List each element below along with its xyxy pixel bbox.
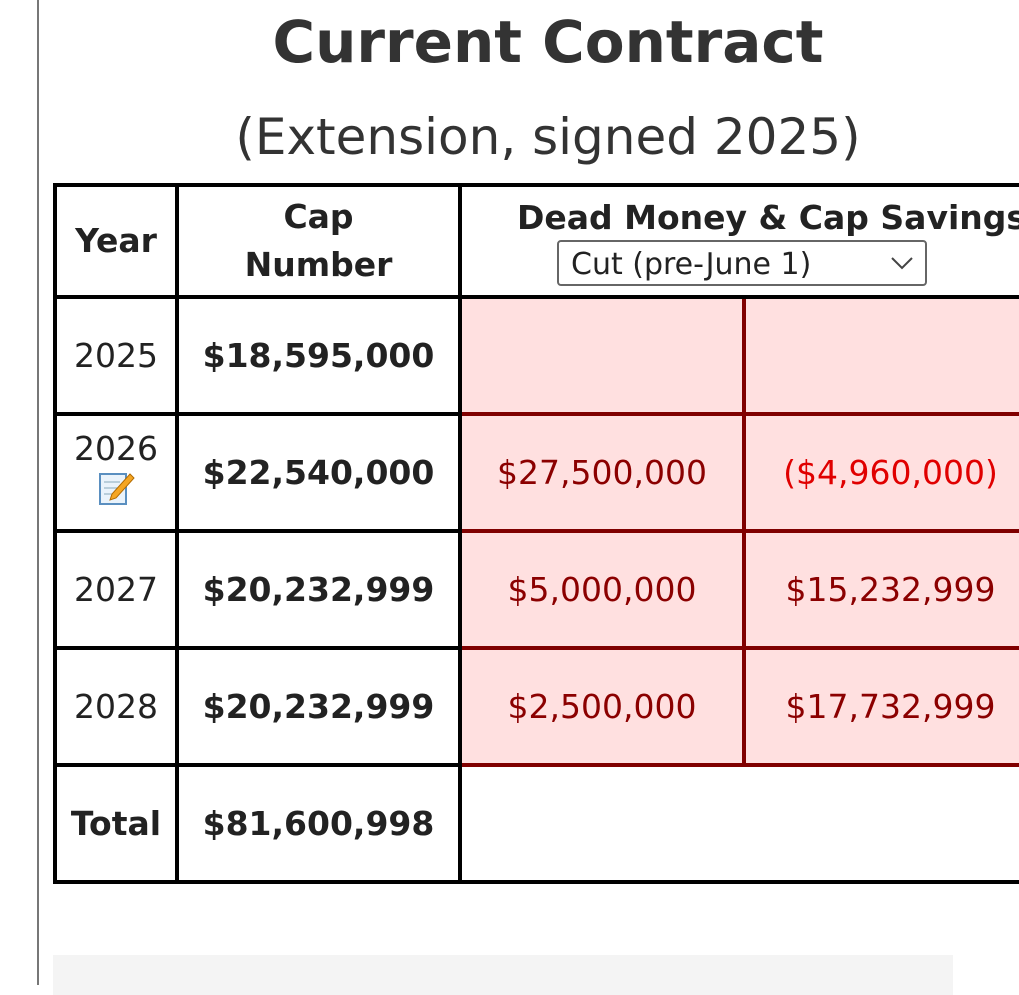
icon-wrap bbox=[57, 468, 175, 516]
note-icon bbox=[99, 473, 135, 505]
cap-number: $20,232,999 bbox=[175, 529, 462, 650]
cap-number: $18,595,000 bbox=[175, 295, 462, 416]
dropdown-arrow bbox=[891, 257, 913, 270]
header-cell: Year bbox=[53, 183, 179, 299]
year-cell: 2025 bbox=[53, 295, 179, 416]
cap-number: $20,232,999 bbox=[175, 646, 462, 767]
table-row: 2028 $20,232,999 $2,500,000 $17,732,999 bbox=[53, 646, 1019, 767]
dead-money bbox=[458, 295, 746, 416]
cap-savings: ($4,960,000) bbox=[742, 412, 1019, 533]
dropdown-label: Cut (pre-June 1) bbox=[571, 247, 812, 282]
left-rule bbox=[37, 0, 39, 985]
dead-money: $2,500,000 bbox=[458, 646, 746, 767]
header-text: Dead Money & Cap Savings bbox=[517, 198, 1019, 237]
dropdown[interactable]: Cut (pre-June 1) bbox=[557, 240, 927, 286]
year-cell: 2027 bbox=[53, 529, 179, 650]
cap-savings: $17,732,999 bbox=[742, 646, 1019, 767]
year-cell: 2028 bbox=[53, 646, 179, 767]
empty-cell bbox=[458, 763, 1019, 884]
year-cell: 2026 bbox=[53, 412, 179, 533]
header-cell: Dead Money & Cap Savings Cut (pre-June 1… bbox=[458, 183, 1019, 299]
table-row: 2025 $18,595,000 bbox=[53, 295, 1019, 416]
table-row: 2027 $20,232,999 $5,000,000 $15,232,999 bbox=[53, 529, 1019, 650]
total-cap: $81,600,998 bbox=[175, 763, 462, 884]
year: 2028 bbox=[74, 687, 158, 726]
total-label: Total bbox=[53, 763, 179, 884]
table-row: 2026 $22,540,000 $27,500,000 ($4,960,000) bbox=[53, 412, 1019, 533]
cap-savings: $15,232,999 bbox=[742, 529, 1019, 650]
dead-money: $5,000,000 bbox=[458, 529, 746, 650]
year: 2026 bbox=[74, 429, 158, 468]
cap-savings bbox=[742, 295, 1019, 416]
dead-money: $27,500,000 bbox=[458, 412, 746, 533]
contract-table: Year Cap Number Dead Money & Cap Savings… bbox=[53, 183, 1019, 884]
year: 2025 bbox=[74, 336, 158, 375]
year: 2027 bbox=[74, 570, 158, 609]
header-text: Cap Number bbox=[244, 197, 393, 284]
subtitle: (Extension, signed 2025) bbox=[235, 108, 861, 166]
total-row: Total $81,600,998 bbox=[53, 763, 1019, 884]
ad-banner[interactable] bbox=[53, 955, 953, 995]
header-row: Year Cap Number Dead Money & Cap Savings… bbox=[53, 183, 1019, 299]
title: Current Contract bbox=[272, 8, 824, 76]
cap-number: $22,540,000 bbox=[175, 412, 462, 533]
header-cell: Cap Number bbox=[175, 183, 462, 299]
